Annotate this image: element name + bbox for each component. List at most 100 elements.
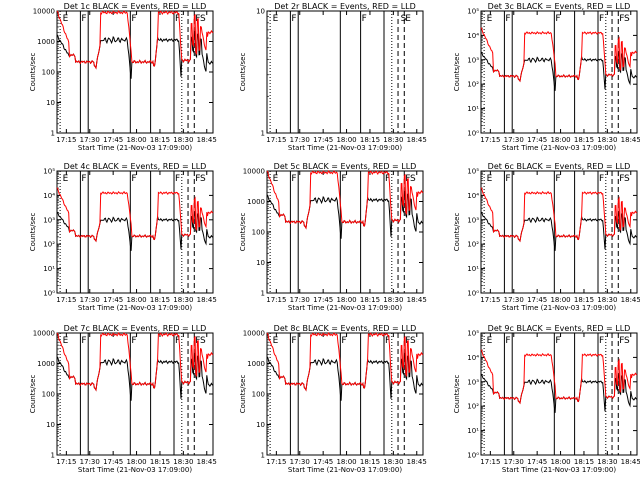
series-line-lld bbox=[56, 9, 214, 70]
plot-frame bbox=[266, 332, 424, 456]
x-tick-label: 17:45 bbox=[103, 296, 123, 304]
y-axis-label: Counts/sec bbox=[29, 53, 37, 92]
x-axis-label: Start Time (21-Nov-03 17:09:00) bbox=[288, 304, 402, 312]
flag-label: F bbox=[81, 336, 86, 346]
y-tick-label: 10¹ bbox=[467, 265, 479, 273]
flag-label: F bbox=[131, 14, 136, 24]
x-tick-label: 17:30 bbox=[504, 136, 524, 144]
y-tick-label: 1 bbox=[51, 130, 55, 138]
y-tick-label: 10³ bbox=[467, 378, 479, 386]
x-tick-label: 17:15 bbox=[480, 296, 500, 304]
flag-label: F bbox=[555, 14, 560, 24]
x-tick-label: 18:30 bbox=[173, 136, 193, 144]
panel-title: Det 4c BLACK = Events, RED = LLD bbox=[64, 162, 207, 171]
plot-frame bbox=[480, 10, 638, 134]
x-tick-label: 18:45 bbox=[407, 296, 427, 304]
x-tick-label: 17:15 bbox=[266, 296, 286, 304]
y-tick-label: 10 bbox=[46, 421, 55, 429]
flag-label: S bbox=[624, 14, 630, 24]
flag-label: E bbox=[273, 14, 279, 24]
panel-det-2: Det 2r BLACK = Events, RED = LLD 1 10 17:15… bbox=[239, 2, 427, 152]
x-tick-label: 17:15 bbox=[266, 458, 286, 466]
x-axis-label: Start Time (21-Nov-03 17:09:00) bbox=[78, 466, 192, 474]
series-line-lld bbox=[480, 27, 638, 83]
y-axis-label: Counts/sec bbox=[453, 375, 461, 414]
y-tick-label: 10² bbox=[467, 81, 479, 89]
flag-label: E bbox=[273, 336, 279, 346]
x-tick-label: 17:45 bbox=[103, 458, 123, 466]
y-tick-label: 10⁰ bbox=[467, 452, 479, 460]
panel-det-4: Det 4c BLACK = Events, RED = LLD 10⁰ 10¹ 10… bbox=[29, 162, 217, 312]
x-tick-label: 18:45 bbox=[407, 458, 427, 466]
x-tick-label: 18:15 bbox=[150, 136, 170, 144]
x-tick-label: 17:45 bbox=[527, 296, 547, 304]
x-tick-label: 17:15 bbox=[56, 136, 76, 144]
flag-label: E bbox=[63, 174, 69, 184]
x-tick-label: 18:00 bbox=[550, 136, 570, 144]
y-tick-label: 1 bbox=[51, 452, 55, 460]
flag-label: F bbox=[291, 174, 296, 184]
x-tick-label: 18:45 bbox=[621, 296, 640, 304]
flag-label: F bbox=[599, 14, 604, 24]
x-tick-label: 18:45 bbox=[197, 296, 217, 304]
x-tick-label: 17:15 bbox=[266, 136, 286, 144]
flag-label: S bbox=[200, 14, 206, 24]
x-tick-label: 17:45 bbox=[527, 458, 547, 466]
panel-det-5: Det 5c BLACK = Events, RED = LLD 1 10 100 10… bbox=[239, 162, 427, 312]
x-tick-label: 17:15 bbox=[480, 458, 500, 466]
x-tick-label: 18:15 bbox=[360, 136, 380, 144]
y-axis-label: Counts/sec bbox=[239, 213, 247, 252]
y-tick-label: 10² bbox=[43, 241, 55, 249]
flag-label: F bbox=[291, 14, 296, 24]
flag-label: E bbox=[487, 174, 493, 184]
y-tick-label: 1 bbox=[261, 290, 265, 298]
flag-label: F bbox=[505, 174, 510, 184]
flag-label: F bbox=[619, 336, 624, 346]
panel-det-9: Det 9c BLACK = Events, RED = LLD 10⁰ 10¹ 10… bbox=[453, 324, 640, 474]
flag-label: E bbox=[487, 14, 493, 24]
x-axis-label: Start Time (21-Nov-03 17:09:00) bbox=[288, 144, 402, 152]
y-tick-label: 10⁴ bbox=[467, 192, 479, 200]
plot-frame bbox=[266, 170, 424, 294]
y-axis-label: Counts/sec bbox=[29, 375, 37, 414]
plot-frame bbox=[480, 332, 638, 456]
x-tick-label: 18:45 bbox=[197, 458, 217, 466]
flag-label: S bbox=[410, 336, 416, 346]
y-tick-label: 1000 bbox=[247, 198, 265, 206]
y-tick-label: 10⁴ bbox=[467, 354, 479, 362]
y-tick-label: 100 bbox=[42, 69, 55, 77]
x-tick-label: 17:45 bbox=[313, 296, 333, 304]
panel-title: Det 8c BLACK = Events, RED = LLD bbox=[274, 324, 417, 333]
x-tick-label: 17:30 bbox=[80, 458, 100, 466]
x-tick-label: 18:15 bbox=[360, 458, 380, 466]
x-tick-label: 18:30 bbox=[173, 296, 193, 304]
flag-label: E bbox=[63, 336, 69, 346]
flag-label: F bbox=[555, 336, 560, 346]
x-tick-label: 18:15 bbox=[150, 296, 170, 304]
flag-label: F bbox=[362, 14, 367, 24]
flag-label: F bbox=[619, 14, 624, 24]
x-tick-label: 18:00 bbox=[336, 296, 356, 304]
plot-frame bbox=[56, 332, 214, 456]
y-axis-label: Counts/sec bbox=[239, 375, 247, 414]
y-tick-label: 100 bbox=[252, 229, 265, 237]
flag-label: F bbox=[599, 336, 604, 346]
y-tick-label: 10⁴ bbox=[43, 192, 55, 200]
y-tick-label: 10⁵ bbox=[43, 168, 55, 176]
y-tick-label: 10³ bbox=[467, 56, 479, 64]
y-tick-label: 10⁵ bbox=[467, 330, 479, 338]
y-tick-label: 10³ bbox=[43, 216, 55, 224]
x-tick-label: 18:45 bbox=[621, 458, 640, 466]
flag-label: F bbox=[385, 336, 390, 346]
y-tick-label: 10000 bbox=[33, 330, 55, 338]
flag-label: F bbox=[291, 336, 296, 346]
y-tick-label: 10 bbox=[46, 99, 55, 107]
flag-label: F bbox=[131, 174, 136, 184]
flag-label: E bbox=[273, 174, 279, 184]
flag-label: F bbox=[195, 174, 200, 184]
flag-label: F bbox=[81, 14, 86, 24]
panel-title: Det 6c BLACK = Events, RED = LLD bbox=[488, 162, 631, 171]
x-tick-label: 18:30 bbox=[597, 296, 617, 304]
panel-det-8: Det 8c BLACK = Events, RED = LLD 1 10 100 10… bbox=[239, 324, 427, 474]
flag-label: S bbox=[200, 174, 206, 184]
